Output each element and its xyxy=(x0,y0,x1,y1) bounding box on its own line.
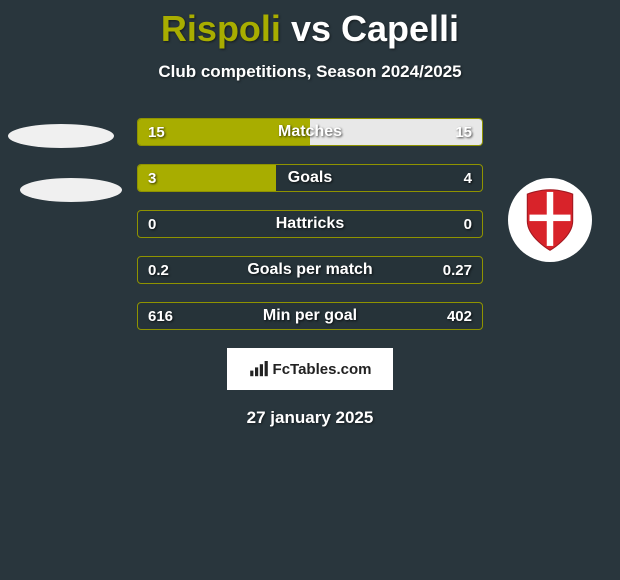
vs-text: vs xyxy=(291,8,331,49)
snapshot-date: 27 january 2025 xyxy=(0,408,620,428)
stat-value-left: 616 xyxy=(138,303,183,329)
stat-label: Min per goal xyxy=(138,303,482,329)
bar-chart-icon xyxy=(249,361,269,377)
watermark: FcTables.com xyxy=(227,348,393,390)
subtitle: Club competitions, Season 2024/2025 xyxy=(0,62,620,82)
player1-name: Rispoli xyxy=(161,8,281,49)
stat-label: Hattricks xyxy=(138,211,482,237)
stat-row: 0 0Hattricks xyxy=(137,210,483,238)
stat-value-left: 0 xyxy=(138,211,166,237)
club-badge-left-placeholder xyxy=(8,124,114,148)
stat-row: 616 402Min per goal xyxy=(137,302,483,330)
player2-name: Capelli xyxy=(341,8,459,49)
stat-value-right: 15 xyxy=(445,119,482,145)
club-badge-left-placeholder xyxy=(20,178,122,202)
stat-row: 0.2 0.27Goals per match xyxy=(137,256,483,284)
stat-label: Goals per match xyxy=(138,257,482,283)
club-badge-right xyxy=(508,178,592,262)
stat-value-right: 0 xyxy=(454,211,482,237)
stat-value-left: 3 xyxy=(138,165,166,191)
stat-value-left: 15 xyxy=(138,119,175,145)
stat-row: 1515Matches xyxy=(137,118,483,146)
comparison-title: Rispoli vs Capelli xyxy=(0,0,620,50)
shield-icon xyxy=(523,187,577,253)
stat-value-right: 4 xyxy=(454,165,482,191)
stats-bars: 1515Matches34Goals00Hattricks0.20.27Goal… xyxy=(137,118,483,330)
stat-value-right: 402 xyxy=(437,303,482,329)
watermark-text: FcTables.com xyxy=(273,361,372,378)
stat-value-right: 0.27 xyxy=(433,257,482,283)
stat-value-left: 0.2 xyxy=(138,257,179,283)
stat-row: 34Goals xyxy=(137,164,483,192)
